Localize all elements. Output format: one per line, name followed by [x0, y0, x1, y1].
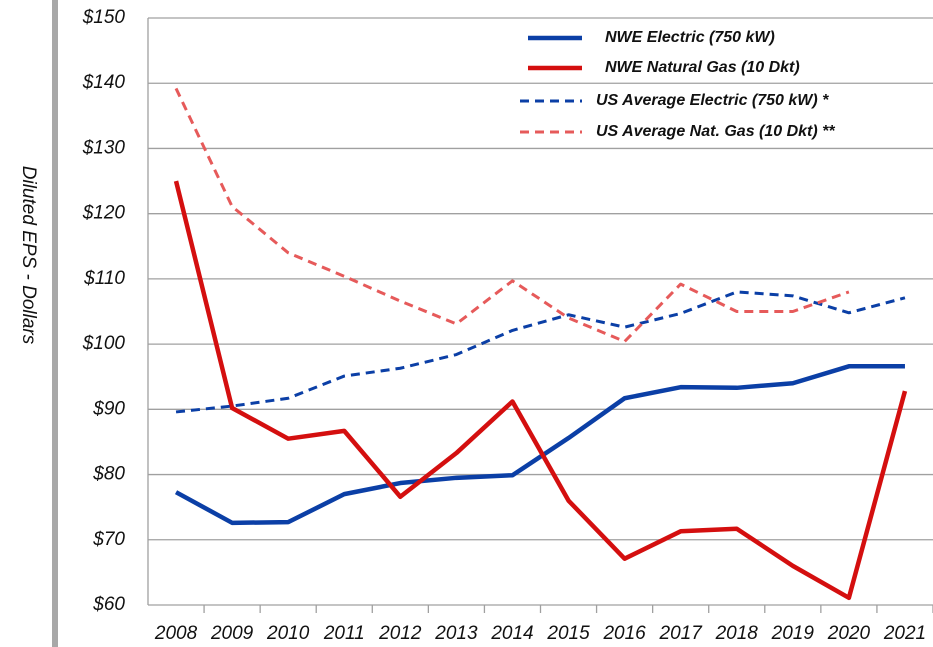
x-tick-label: 2011 — [323, 623, 365, 644]
legend-label: US Average Electric (750 kW) * — [596, 92, 829, 109]
line-series — [174, 87, 850, 344]
x-tick-label: 2020 — [827, 623, 871, 644]
legend-label: NWE Electric (750 kW) — [605, 29, 775, 46]
x-tick-label: 2018 — [715, 623, 759, 644]
y-tick-label: $80 — [92, 464, 125, 485]
y-tick-label: $140 — [82, 72, 126, 93]
x-tick-label: 2016 — [602, 623, 646, 644]
x-tick-label: 2014 — [490, 623, 533, 644]
y-tick-label: $90 — [92, 398, 125, 419]
y-tick-label: $150 — [82, 7, 126, 28]
legend-label: US Average Nat. Gas (10 Dkt) ** — [596, 123, 835, 140]
y-tick-label: $70 — [92, 529, 125, 550]
y-tick-label: $110 — [83, 268, 125, 289]
side-bar — [52, 0, 58, 647]
x-tick-label: 2010 — [266, 623, 310, 644]
x-tick-label: 2009 — [210, 623, 254, 644]
line-series — [173, 180, 908, 601]
x-tick-label: 2012 — [378, 623, 422, 644]
line-series — [174, 364, 905, 526]
x-tick-label: 2008 — [154, 623, 198, 644]
y-tick-label: $60 — [92, 594, 125, 615]
x-tick-label: 2021 — [883, 623, 926, 644]
y-tick-label: $120 — [82, 203, 126, 224]
x-tick-label: 2015 — [546, 623, 590, 644]
y-tick-label: $100 — [82, 333, 126, 354]
line-series — [175, 290, 906, 414]
y-tick-label: $130 — [82, 137, 126, 158]
x-tick-label: 2019 — [771, 623, 815, 644]
legend-label: NWE Natural Gas (10 Dkt) — [605, 59, 800, 76]
x-tick-label: 2013 — [434, 623, 478, 644]
y-axis-label: Diluted EPS - Dollars — [18, 166, 39, 345]
x-tick-label: 2017 — [659, 623, 704, 644]
